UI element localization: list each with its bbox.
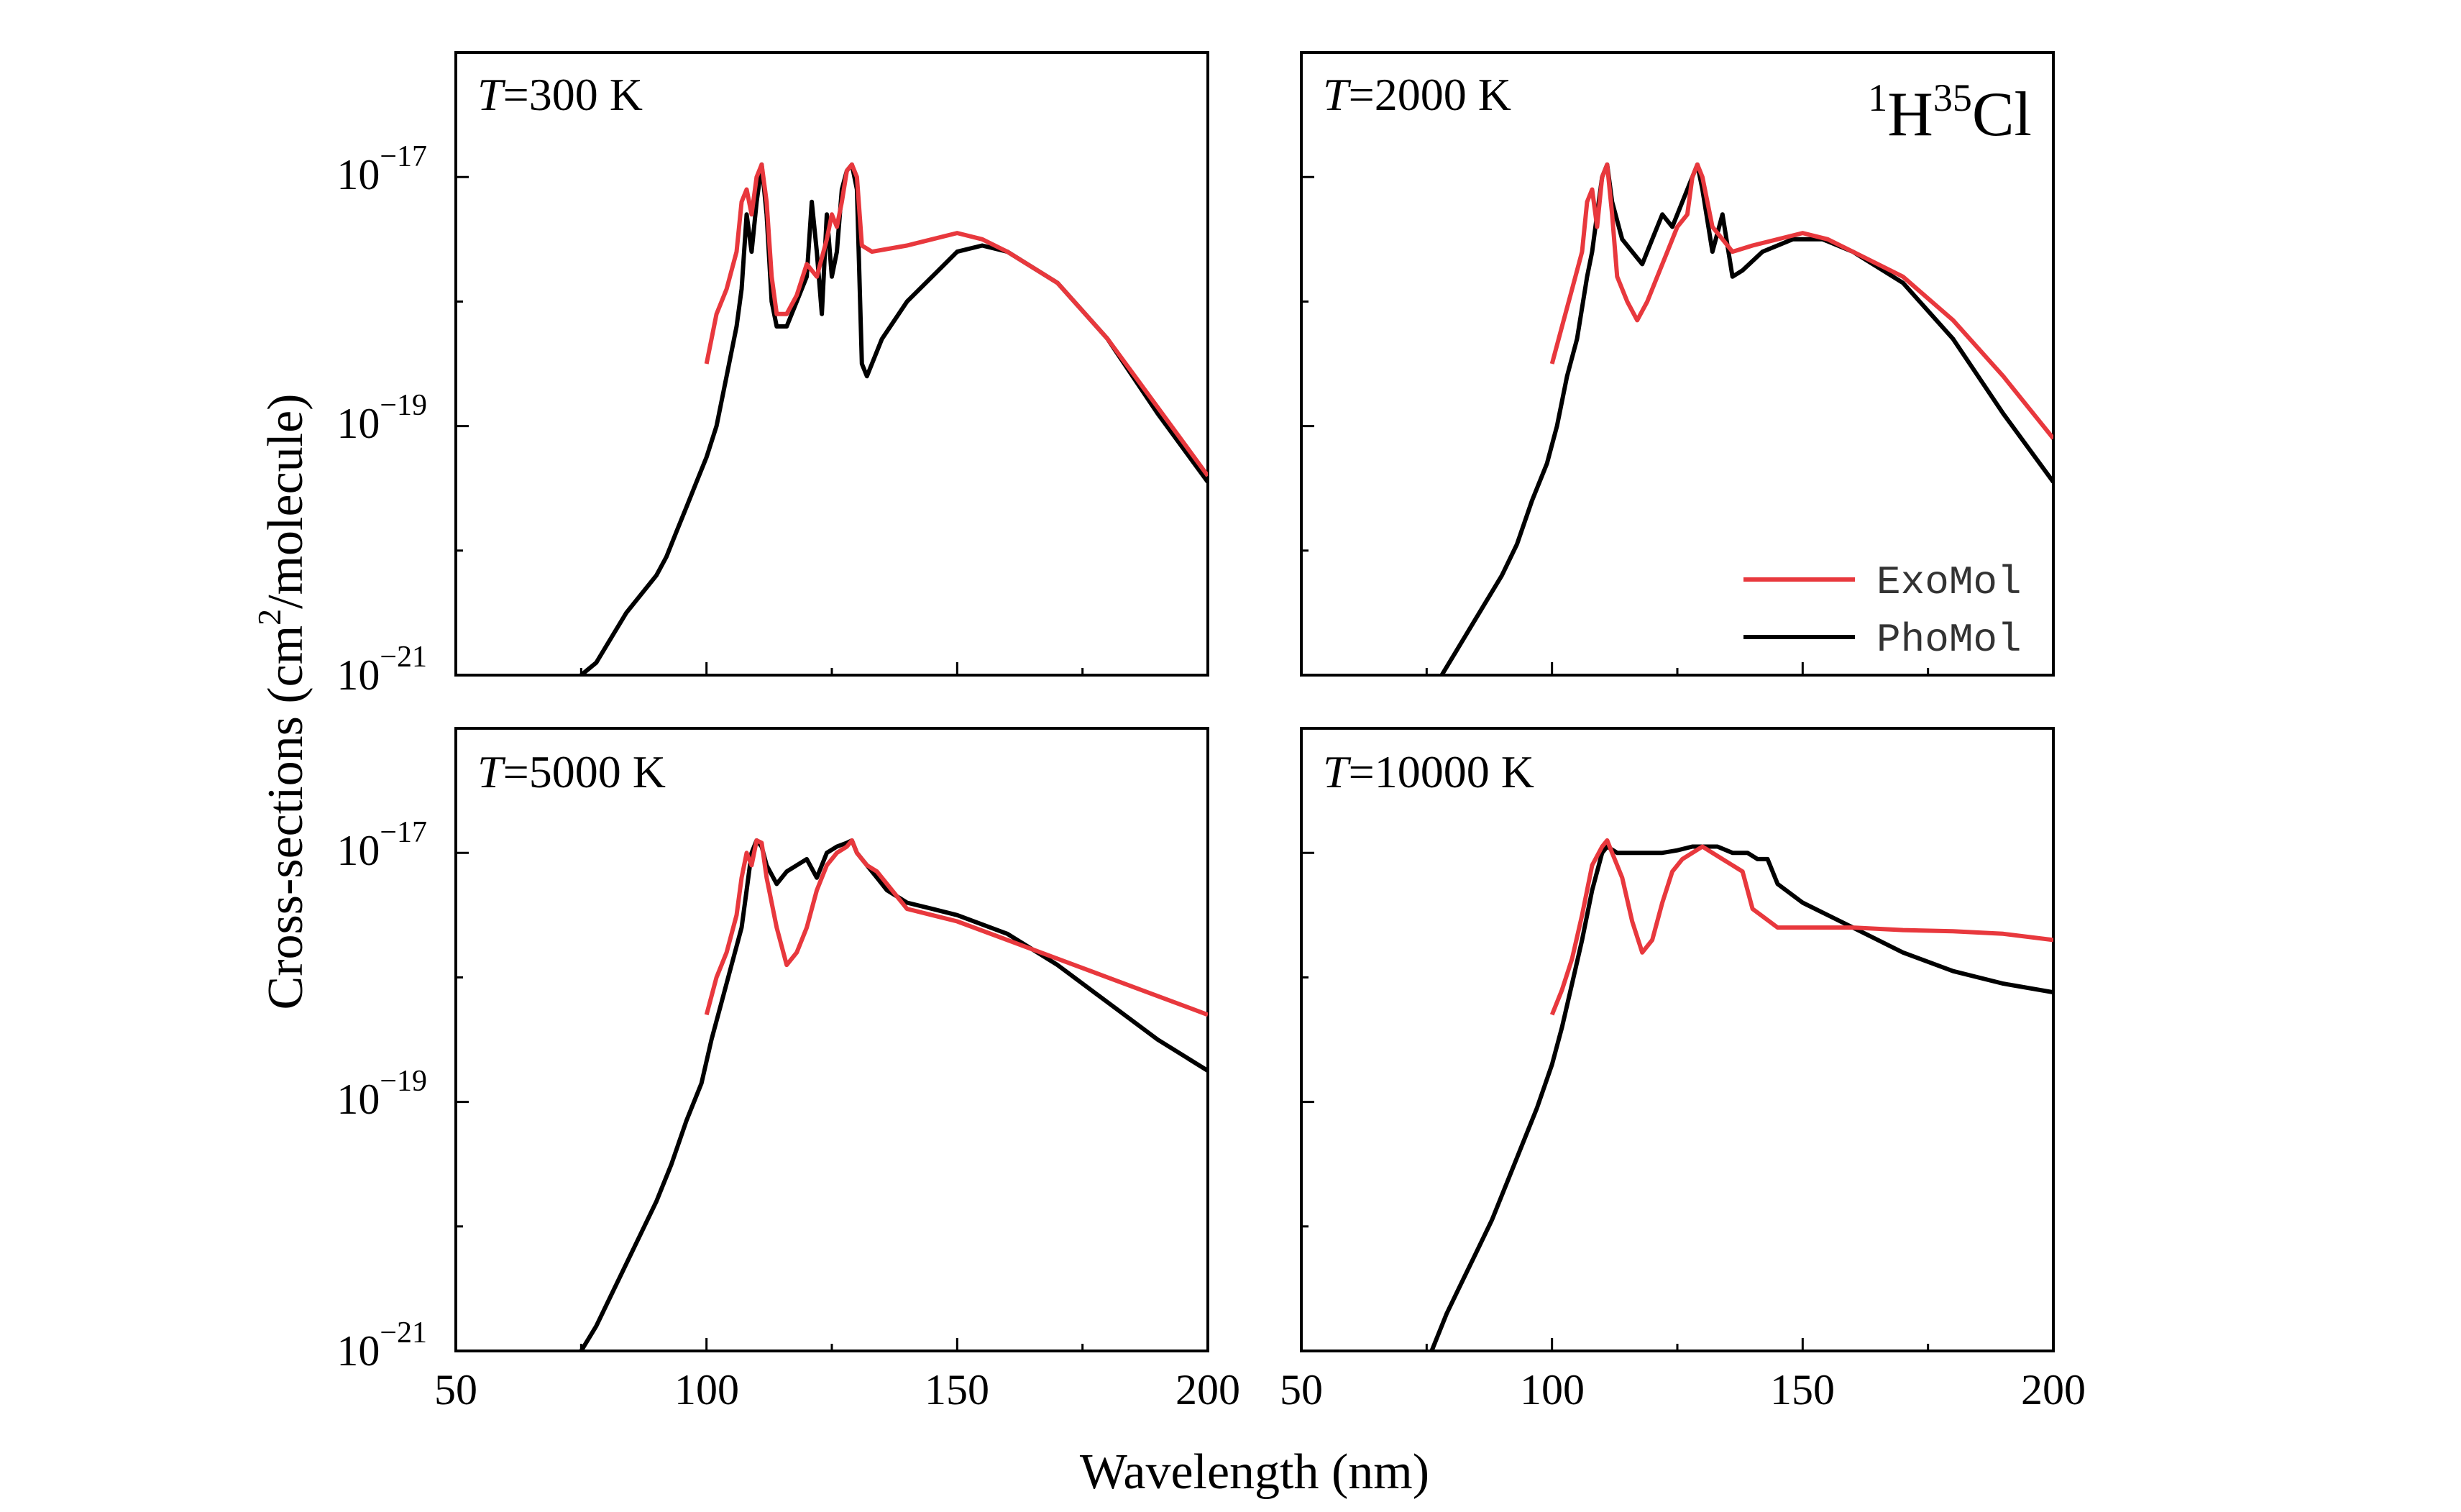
series-line-phomol: [579, 162, 1208, 675]
x-axis-title: Wavelength (nm): [1080, 1444, 1429, 1500]
y-axis-title: Cross-sections (cm2/molecule): [251, 394, 313, 1010]
x-tick-label: 100: [674, 1366, 739, 1414]
y-tick-labels: 10−17 10−19 10−21: [336, 816, 427, 1375]
series-line-exomol: [1549, 162, 2053, 440]
series-line-phomol: [1429, 844, 2053, 1351]
legend-label-exomol: ExoMol: [1876, 559, 2022, 605]
x-tick-label: 150: [925, 1366, 989, 1414]
x-tick-labels: 50 100 150 200: [434, 1366, 1240, 1414]
panel-t5000: T=5000 K 10−17 10−19 10−21 50 100 150 20…: [336, 727, 1240, 1414]
y-tick-label: 10−19: [336, 1065, 427, 1123]
legend: ExoMol PhoMol: [1743, 559, 2022, 663]
panel-t300: T=300 K 10−17 10−19 10−21: [336, 51, 1209, 699]
x-tick-label: 50: [434, 1366, 477, 1414]
y-tick-label: 10−19: [336, 389, 427, 447]
legend-label-phomol: PhoMol: [1876, 617, 2022, 663]
y-tick-label: 10−21: [336, 641, 427, 699]
series-line-phomol: [1439, 162, 2053, 675]
panel-temperature-label: T=2000 K: [1323, 69, 1511, 120]
x-tick-label: 200: [2021, 1366, 2086, 1414]
panel-t2000: T=2000 K 1H35Cl ExoMol PhoMol: [1300, 51, 2055, 677]
panel-temperature-label: T=5000 K: [477, 746, 666, 797]
series-line-exomol: [704, 162, 1208, 477]
panel-t10000: T=10000 K 50 100 150 200: [1280, 727, 2086, 1414]
plot-frame: [454, 51, 1209, 677]
x-tick-label: 150: [1770, 1366, 1835, 1414]
x-tick-labels: 50 100 150 200: [1280, 1366, 2086, 1414]
plot-frame: [1300, 727, 2055, 1352]
y-tick-label: 10−21: [336, 1316, 427, 1375]
x-tick-label: 100: [1520, 1366, 1585, 1414]
plot-frame: [454, 727, 1209, 1352]
y-tick-labels: 10−17 10−19 10−21: [336, 140, 427, 699]
panel-temperature-label: T=300 K: [477, 69, 643, 120]
series-line-phomol: [579, 838, 1208, 1351]
series-line-exomol: [1549, 838, 2053, 1016]
y-tick-label: 10−17: [336, 816, 427, 874]
series-line-exomol: [704, 838, 1208, 1017]
x-tick-label: 200: [1175, 1366, 1240, 1414]
panel-temperature-label: T=10000 K: [1323, 746, 1534, 797]
y-tick-label: 10−17: [336, 140, 427, 198]
x-tick-label: 50: [1280, 1366, 1323, 1414]
molecule-label: 1H35Cl: [1868, 76, 2032, 150]
